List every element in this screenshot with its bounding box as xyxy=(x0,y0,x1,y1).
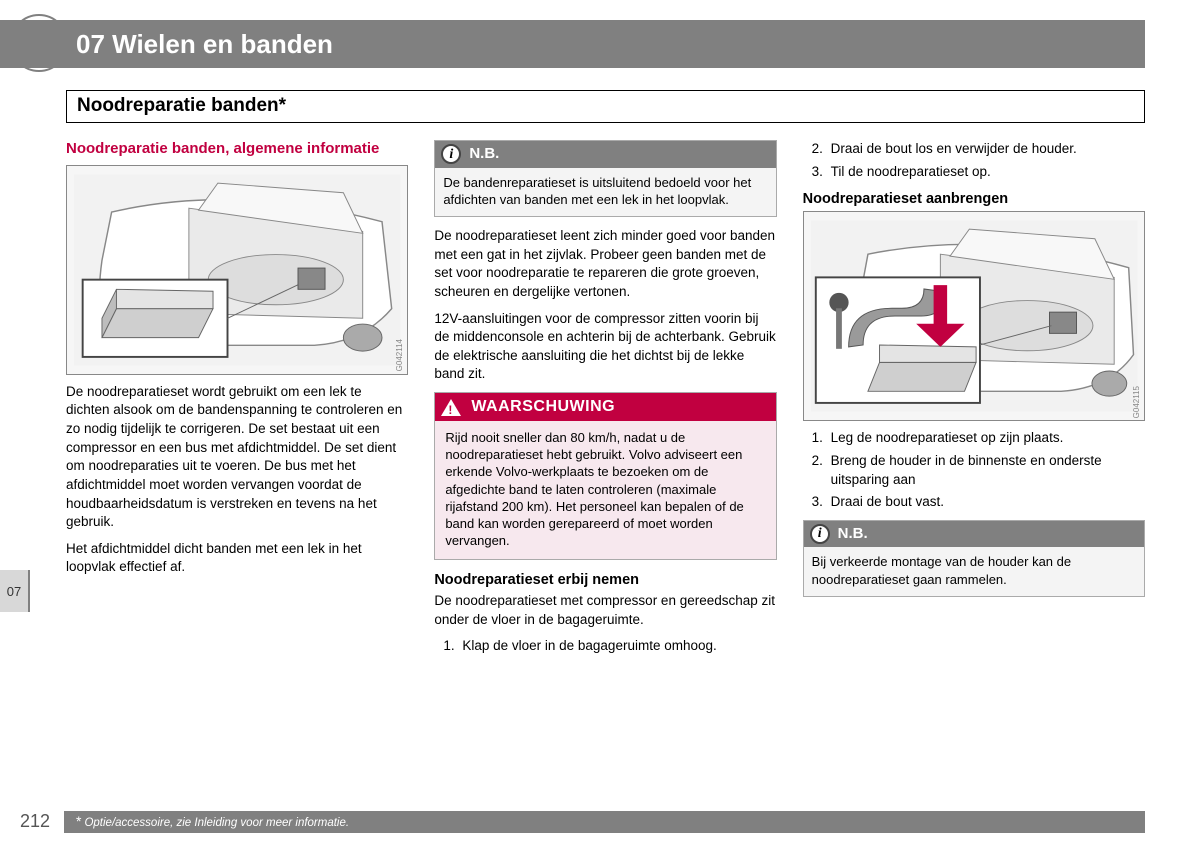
footnote-text: Optie/accessoire, zie Inleiding voor mee… xyxy=(84,817,349,829)
figure-1: G042114 xyxy=(66,165,408,375)
install-step-3: Draai de bout vast. xyxy=(827,493,1145,512)
take-steps: Klap de vloer in de bagageruimte omhoog. xyxy=(434,637,776,656)
nb2-body: Bij verkeerde montage van de houder kan … xyxy=(804,547,1144,595)
figure-2-illustration xyxy=(810,218,1138,414)
take-step-2: Draai de bout los en verwijder de houder… xyxy=(827,140,1145,159)
notice-box-2: i N.B. Bij verkeerde montage van de houd… xyxy=(803,520,1145,597)
footnote: *Optie/accessoire, zie Inleiding voor me… xyxy=(76,813,349,829)
nb2-title: N.B. xyxy=(838,524,868,545)
install-step-2: Breng de houder in de binnenste en onder… xyxy=(827,452,1145,489)
side-tab: 07 xyxy=(0,570,30,612)
nb-title: N.B. xyxy=(469,144,499,165)
page-number: 212 xyxy=(20,811,50,832)
warning-box: WAARSCHUWING Rijd nooit sneller dan 80 k… xyxy=(434,392,776,560)
subtitle-text: Noodreparatie banden* xyxy=(77,95,286,116)
col3-h2: Noodreparatieset aanbrengen xyxy=(803,189,1145,209)
figure-2: G042115 xyxy=(803,211,1145,421)
warn-body: Rijd nooit sneller dan 80 km/h, nadat u … xyxy=(435,421,775,559)
notice-box-1: i N.B. De bandenreparatieset is uitsluit… xyxy=(434,140,776,217)
section-subtitle: Noodreparatie banden* xyxy=(66,90,1145,123)
page-footer: 212 *Optie/accessoire, zie Inleiding voo… xyxy=(0,807,1145,835)
take-steps-cont: Draai de bout los en verwijder de houder… xyxy=(803,140,1145,181)
nb2-header: i N.B. xyxy=(804,521,1144,548)
col2-h2: Noodreparatieset erbij nemen xyxy=(434,570,776,590)
info-icon: i xyxy=(810,524,830,544)
nb-header: i N.B. xyxy=(435,141,775,168)
nb-body: De bandenreparatieset is uitsluitend bed… xyxy=(435,168,775,216)
content-columns: Noodreparatie banden, algemene informati… xyxy=(66,140,1145,779)
col2-p3: De noodreparatieset met compressor en ge… xyxy=(434,592,776,629)
info-icon: i xyxy=(441,144,461,164)
warn-header: WAARSCHUWING xyxy=(435,393,775,421)
column-2: i N.B. De bandenreparatieset is uitsluit… xyxy=(434,140,776,779)
col2-p2: 12V-aansluitingen voor de compressor zit… xyxy=(434,310,776,385)
figure-1-illustration xyxy=(73,172,401,368)
col1-p1: De noodreparatieset wordt gebruikt om ee… xyxy=(66,383,408,532)
take-step-3: Til de noodreparatieset op. xyxy=(827,163,1145,182)
warn-title: WAARSCHUWING xyxy=(471,396,615,418)
column-1: Noodreparatie banden, algemene informati… xyxy=(66,140,408,779)
col1-p2: Het afdichtmiddel dicht banden met een l… xyxy=(66,540,408,577)
figure-2-code: G042115 xyxy=(1131,386,1142,418)
take-step-1: Klap de vloer in de bagageruimte omhoog. xyxy=(458,637,776,656)
install-steps: Leg de noodreparatieset op zijn plaats. … xyxy=(803,429,1145,512)
figure-1-code: G042114 xyxy=(394,339,405,371)
column-3: Draai de bout los en verwijder de houder… xyxy=(803,140,1145,779)
chapter-header: 07 Wielen en banden xyxy=(0,20,1145,68)
chapter-title: 07 Wielen en banden xyxy=(76,29,333,60)
col2-p1: De noodreparatieset leent zich minder go… xyxy=(434,227,776,302)
col1-heading: Noodreparatie banden, algemene informati… xyxy=(66,140,408,159)
warning-icon xyxy=(441,399,461,416)
install-step-1: Leg de noodreparatieset op zijn plaats. xyxy=(827,429,1145,448)
